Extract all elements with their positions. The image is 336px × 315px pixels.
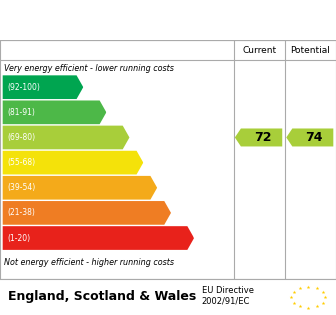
- Polygon shape: [3, 201, 171, 225]
- Polygon shape: [3, 176, 157, 200]
- Text: 74: 74: [305, 131, 323, 144]
- Polygon shape: [3, 100, 107, 124]
- Text: Energy Efficiency Rating: Energy Efficiency Rating: [10, 13, 232, 27]
- Text: F: F: [169, 206, 179, 220]
- Text: (81-91): (81-91): [7, 108, 35, 117]
- Text: (55-68): (55-68): [7, 158, 36, 167]
- Text: (92-100): (92-100): [7, 83, 40, 92]
- Text: (69-80): (69-80): [7, 133, 36, 142]
- Text: EU Directive
2002/91/EC: EU Directive 2002/91/EC: [202, 286, 254, 306]
- Text: (21-38): (21-38): [7, 209, 35, 217]
- Polygon shape: [3, 226, 194, 250]
- Text: Very energy efficient - lower running costs: Very energy efficient - lower running co…: [4, 64, 174, 73]
- Polygon shape: [3, 151, 143, 175]
- Polygon shape: [235, 129, 282, 146]
- Text: E: E: [156, 181, 165, 195]
- Text: 72: 72: [254, 131, 271, 144]
- Text: A: A: [82, 80, 92, 94]
- Polygon shape: [286, 129, 333, 146]
- Text: (1-20): (1-20): [7, 233, 31, 243]
- Text: Current: Current: [242, 46, 276, 55]
- Polygon shape: [3, 126, 129, 149]
- Text: England, Scotland & Wales: England, Scotland & Wales: [8, 290, 197, 303]
- Text: B: B: [105, 105, 115, 119]
- Text: C: C: [128, 130, 138, 145]
- Text: (39-54): (39-54): [7, 183, 36, 192]
- Polygon shape: [3, 75, 83, 99]
- Text: Not energy efficient - higher running costs: Not energy efficient - higher running co…: [4, 258, 174, 266]
- Text: Potential: Potential: [291, 46, 330, 55]
- Text: G: G: [193, 231, 204, 245]
- Text: D: D: [141, 156, 153, 169]
